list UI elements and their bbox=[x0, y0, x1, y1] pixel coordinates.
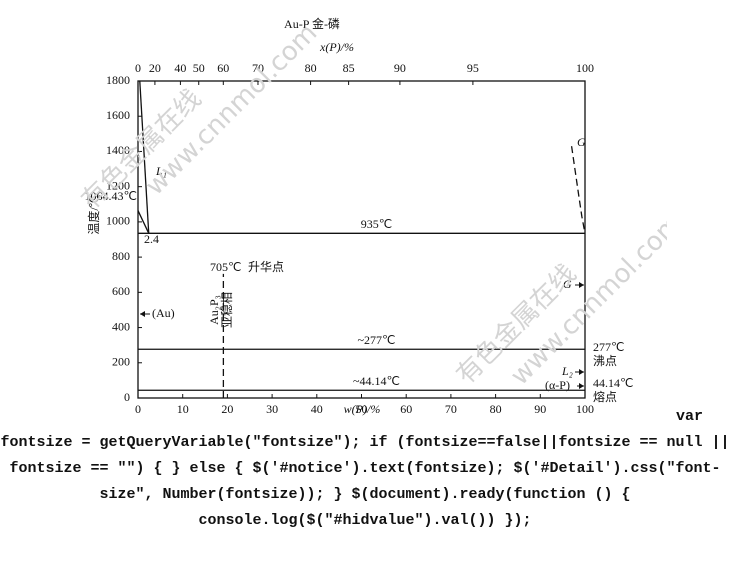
x2-tick-label: 100 bbox=[576, 61, 594, 75]
annotation: 1064.43℃ bbox=[85, 189, 137, 203]
y-tick-label: 800 bbox=[112, 249, 130, 263]
page: Au-P 金-磷 x(P)/% w(P)/% 温度/℃ 0 10 20 30 40 50 60 70 8… bbox=[0, 16, 730, 529]
annotation: 277℃ bbox=[593, 340, 624, 354]
annotation: (Au) bbox=[152, 306, 175, 320]
annotation: 44.14℃ bbox=[593, 376, 633, 390]
annotation: G bbox=[563, 277, 572, 291]
x2-tick-label: 95 bbox=[467, 61, 479, 75]
chart-title: Au-P 金-磷 bbox=[284, 16, 340, 31]
page-text: var fontsize = getQueryVariable("fontsiz… bbox=[0, 408, 730, 529]
x-tick-label: 80 bbox=[490, 402, 502, 416]
x-tick-label: 90 bbox=[534, 402, 546, 416]
x-tick-label: 60 bbox=[400, 402, 412, 416]
arrow-head bbox=[578, 369, 584, 375]
x-tick-label: 70 bbox=[445, 402, 457, 416]
endpoint-label: P bbox=[585, 417, 592, 420]
y-tick-label: 1800 bbox=[106, 73, 130, 87]
isotherm-label: ~44.14℃ bbox=[353, 374, 400, 388]
x-tick-label: 10 bbox=[177, 402, 189, 416]
annotation: 升华点 bbox=[248, 260, 284, 274]
annotation: 2.4 bbox=[144, 232, 159, 246]
annotation: L₁ bbox=[155, 164, 167, 178]
x-axis-label: w(P)/% bbox=[344, 402, 381, 416]
annotation: 沸点 bbox=[593, 354, 617, 368]
y-tick-label: 0 bbox=[124, 390, 130, 404]
y-tick-label: 600 bbox=[112, 284, 130, 298]
x-tick-label: 50 bbox=[355, 402, 367, 416]
x2-axis-label: x(P)/% bbox=[319, 40, 354, 54]
annotation: 熔点 bbox=[593, 389, 617, 404]
x2-tick-label: 85 bbox=[343, 61, 355, 75]
annotation: L₂ bbox=[561, 364, 573, 378]
y-tick-label: 200 bbox=[112, 355, 130, 369]
annotation: 705℃ bbox=[210, 260, 241, 274]
annotation: (α-P) bbox=[545, 378, 570, 392]
phase-boundary bbox=[570, 146, 586, 234]
x2-tick-label: 70 bbox=[252, 61, 264, 75]
x-tick-label: 40 bbox=[311, 402, 323, 416]
x2-tick-label: 20 bbox=[149, 61, 161, 75]
chart: Au-P 金-磷 x(P)/% w(P)/% 温度/℃ 0 10 20 30 40 50 60 70 8… bbox=[76, 16, 667, 420]
endpoint-label: Au bbox=[138, 417, 153, 420]
annotation: 亚稳相 bbox=[219, 292, 234, 328]
x2-tick-label: 80 bbox=[305, 61, 317, 75]
x2-tick-label: 50 bbox=[193, 61, 205, 75]
phase-boundary bbox=[137, 210, 150, 234]
x-tick-label: 30 bbox=[266, 402, 278, 416]
x2-tick-label: 90 bbox=[394, 61, 406, 75]
arrow-head bbox=[578, 282, 584, 288]
x-tick-label: 100 bbox=[576, 402, 594, 416]
annotation: Au₂P₃ bbox=[207, 295, 221, 325]
y-axis-label: 温度/℃ bbox=[86, 195, 101, 234]
x2-tick-label: 60 bbox=[217, 61, 229, 75]
y-tick-label: 1200 bbox=[106, 178, 130, 192]
x2-tick-label: 0 bbox=[135, 61, 141, 75]
arrow-head bbox=[139, 311, 145, 317]
x2-tick-label: 40 bbox=[174, 61, 186, 75]
annotation: G bbox=[577, 135, 586, 149]
isotherm-label: 935℃ bbox=[361, 217, 392, 231]
arrow-head bbox=[578, 383, 584, 389]
y-tick-label: 1400 bbox=[106, 143, 130, 157]
y-tick-label: 1000 bbox=[106, 214, 130, 228]
x-tick-label: 20 bbox=[221, 402, 233, 416]
y-tick-label: 1600 bbox=[106, 108, 130, 122]
phase-boundary bbox=[139, 80, 150, 234]
isotherm-label: ~277℃ bbox=[358, 333, 396, 347]
x-tick-label: 0 bbox=[135, 402, 141, 416]
y-tick-label: 400 bbox=[112, 319, 130, 333]
